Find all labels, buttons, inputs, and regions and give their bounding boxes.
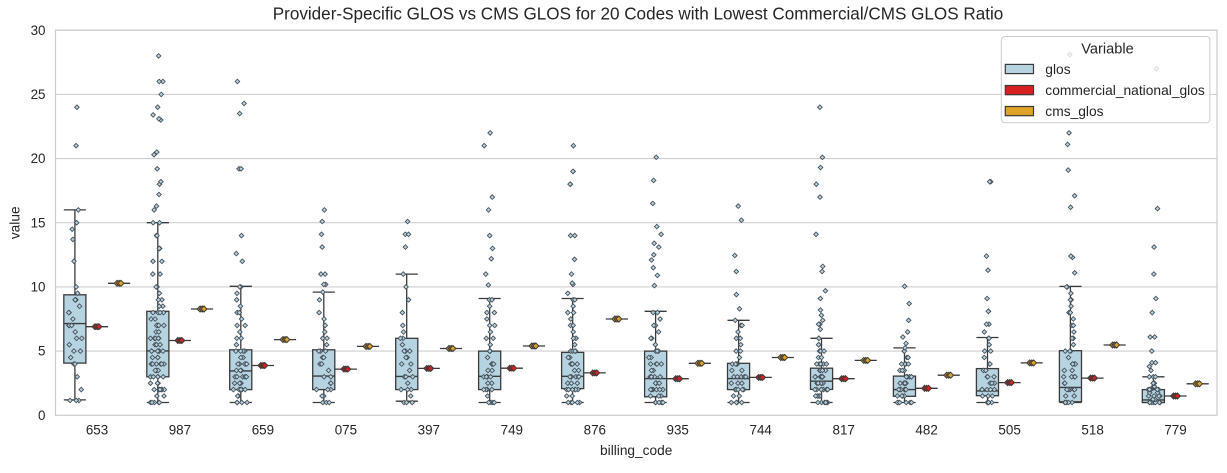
svg-text:5: 5: [38, 344, 45, 359]
svg-text:817: 817: [833, 423, 855, 438]
svg-text:30: 30: [31, 23, 46, 38]
svg-text:505: 505: [998, 423, 1020, 438]
svg-text:518: 518: [1081, 423, 1103, 438]
svg-text:10: 10: [31, 280, 46, 295]
svg-text:935: 935: [667, 423, 689, 438]
svg-text:075: 075: [335, 423, 357, 438]
svg-text:0: 0: [38, 408, 45, 423]
svg-text:glos: glos: [1045, 62, 1070, 77]
svg-text:15: 15: [31, 215, 46, 230]
svg-text:749: 749: [501, 423, 523, 438]
svg-text:billing_code: billing_code: [600, 443, 672, 458]
svg-text:397: 397: [418, 423, 440, 438]
svg-text:Provider-Specific GLOS vs CMS: Provider-Specific GLOS vs CMS GLOS for 2…: [273, 5, 1004, 24]
svg-text:779: 779: [1164, 423, 1186, 438]
svg-text:20: 20: [31, 151, 46, 166]
svg-text:482: 482: [915, 423, 937, 438]
svg-text:876: 876: [584, 423, 606, 438]
svg-text:value: value: [8, 206, 23, 239]
svg-text:659: 659: [252, 423, 274, 438]
svg-text:653: 653: [86, 423, 108, 438]
svg-text:744: 744: [750, 423, 773, 438]
svg-text:Variable: Variable: [1081, 42, 1133, 58]
svg-text:cms_glos: cms_glos: [1045, 104, 1103, 119]
svg-text:987: 987: [169, 423, 191, 438]
svg-text:commercial_national_glos: commercial_national_glos: [1045, 83, 1205, 98]
svg-text:25: 25: [31, 87, 46, 102]
